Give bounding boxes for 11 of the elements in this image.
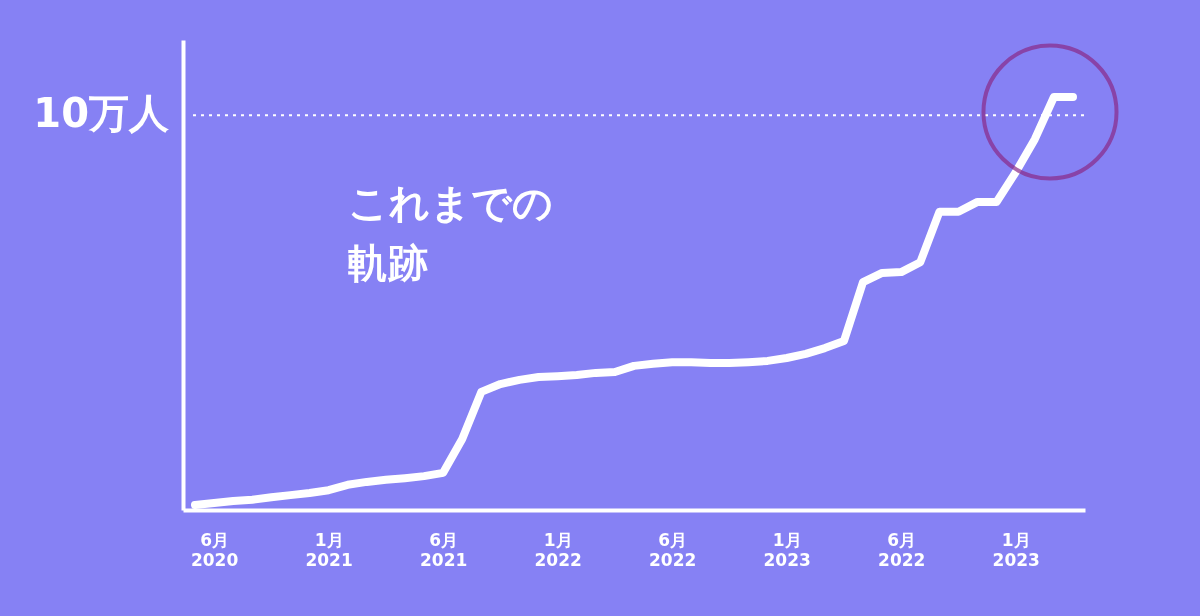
x-tick-label: 6月 2020 xyxy=(190,529,239,570)
x-tick-label: 1月 2022 xyxy=(534,529,582,570)
x-tick-label: 6月 2021 xyxy=(419,529,468,570)
annotation: これまでの xyxy=(348,180,553,226)
ref-line-label: 10万人 xyxy=(33,90,170,137)
x-tick-label: 1月 2023 xyxy=(763,529,811,570)
x-tick-label: 1月 2023 xyxy=(992,529,1040,570)
x-tick-label: 6月 2022 xyxy=(649,529,697,570)
annotation: 軌跡 xyxy=(348,240,428,286)
x-tick-label: 6月 2022 xyxy=(878,529,926,570)
x-tick-label: 1月 2021 xyxy=(305,529,353,570)
